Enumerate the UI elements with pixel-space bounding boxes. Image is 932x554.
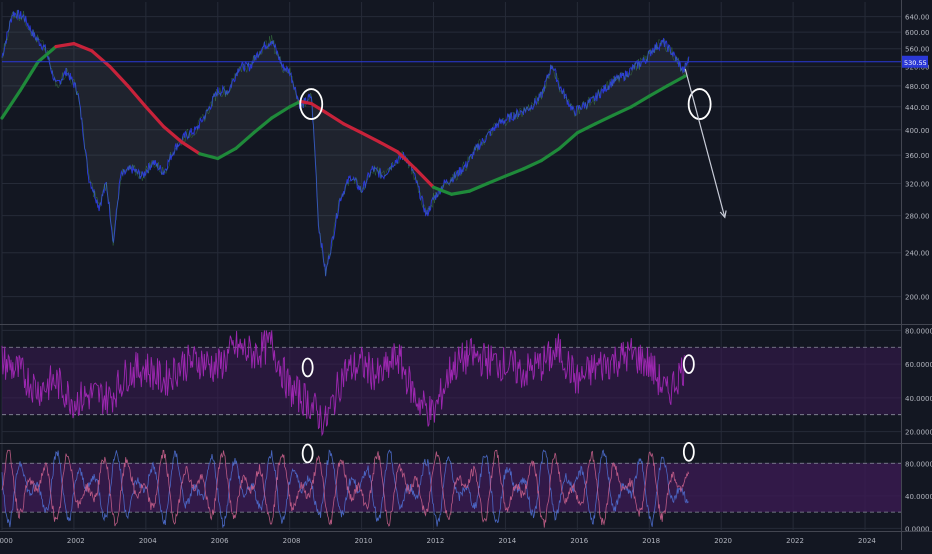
annotation-circle	[299, 88, 324, 120]
moving-average-segment	[270, 105, 292, 120]
moving-average-segment	[557, 131, 579, 151]
y-tick-label: 200.00	[905, 294, 930, 302]
y-tick-label: 240.00	[905, 250, 930, 258]
y-tick-label: 440.00	[905, 104, 930, 112]
x-tick-label: 2022	[786, 537, 804, 545]
moving-average-segment	[126, 84, 148, 109]
moving-average-segment	[54, 42, 76, 49]
moving-average-segment	[198, 152, 220, 161]
moving-average-segment	[108, 64, 130, 88]
current-price-label: 530.55	[904, 59, 927, 67]
moving-average-segment	[485, 174, 508, 186]
oscillator-2-line	[1, 449, 690, 528]
moving-average-segment	[234, 131, 256, 151]
moving-average-segment	[342, 122, 364, 135]
x-tick-label: 2010	[355, 537, 373, 545]
moving-average-segment	[611, 105, 633, 117]
annotation-circle	[301, 443, 314, 464]
y-tick-label: 60.0000	[905, 361, 932, 369]
x-tick-label: 2008	[283, 537, 301, 545]
annotation-circle	[301, 357, 314, 378]
moving-average-segment	[72, 42, 94, 53]
x-tick-label: 2006	[211, 537, 229, 545]
oscillator-1-band-fill	[2, 347, 901, 415]
x-tick-label: 2016	[570, 537, 588, 545]
y-tick-label: 560.00	[905, 46, 930, 54]
moving-average-segment	[377, 140, 400, 154]
y-tick-label: 600.00	[905, 29, 930, 37]
moving-average-segment	[629, 94, 651, 109]
x-tick-label: 2018	[642, 537, 660, 545]
y-tick-label: 0.0000	[905, 525, 930, 533]
moving-average-segment	[309, 101, 328, 114]
oscillator-1-line	[1, 330, 685, 437]
x-tick-label: 2002	[67, 537, 85, 545]
y-tick-label: 80.0000	[905, 327, 932, 335]
y-tick-label: 20.0000	[905, 429, 932, 437]
price-series-line	[1, 9, 690, 277]
y-tick-label: 320.00	[905, 180, 930, 188]
moving-average-segment	[467, 181, 490, 193]
x-tick-label: 2014	[498, 537, 516, 545]
moving-average-segment	[324, 110, 346, 126]
y-tick-label: 360.00	[905, 152, 930, 160]
y-tick-label: 40.0000	[905, 493, 932, 501]
y-tick-label: 480.00	[905, 83, 930, 91]
moving-average-segment	[395, 150, 418, 171]
moving-average-segment	[18, 60, 40, 93]
y-tick-label: 280.00	[905, 213, 930, 221]
moving-average-segment	[298, 99, 313, 106]
moving-average-segment	[665, 74, 687, 88]
moving-average-segment	[575, 122, 597, 135]
moving-average-segment	[288, 99, 303, 109]
oscillator-2-line	[1, 449, 689, 528]
moving-average-segment	[36, 45, 58, 64]
moving-average-segment	[180, 140, 202, 156]
y-tick-label: 80.0000	[905, 460, 932, 468]
x-tick-label: 2024	[858, 537, 876, 545]
y-tick-label: 40.0000	[905, 395, 932, 403]
y-tick-label: 640.00	[905, 14, 930, 22]
x-tick-label: 2012	[427, 537, 445, 545]
moving-average-segment	[431, 185, 454, 196]
moving-average-segment	[593, 113, 615, 126]
moving-average-segment	[413, 167, 436, 189]
price-ma-fill	[2, 12, 689, 274]
moving-average-segment	[0, 89, 22, 120]
annotation-arrow-head	[719, 210, 727, 219]
annotation-circle	[682, 354, 695, 375]
moving-average-segment	[647, 84, 669, 98]
moving-average-segment	[449, 189, 472, 196]
moving-average-segment	[360, 131, 382, 144]
moving-average-segment	[252, 116, 274, 135]
moving-average-segment	[162, 125, 184, 144]
x-tick-label: 2020	[714, 537, 732, 545]
x-tick-label: 2000	[0, 537, 13, 545]
moving-average-segment	[521, 158, 544, 171]
annotation-arrow-line	[684, 68, 726, 218]
moving-average-segment	[144, 105, 166, 129]
current-price-badge	[902, 55, 928, 68]
moving-average-segment	[216, 146, 238, 161]
x-tick-label: 2004	[139, 537, 157, 545]
moving-average-segment	[90, 49, 112, 69]
price-short-ma-line	[1, 10, 689, 276]
y-tick-label: 400.00	[905, 127, 930, 135]
moving-average-segment	[539, 146, 561, 163]
annotation-circle	[687, 88, 712, 120]
annotation-circle	[682, 441, 695, 462]
moving-average-segment	[503, 167, 526, 178]
